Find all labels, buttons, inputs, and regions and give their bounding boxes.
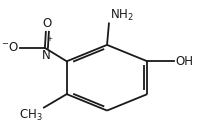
Text: OH: OH — [175, 55, 193, 68]
Text: N: N — [41, 49, 50, 62]
Text: O: O — [43, 17, 52, 31]
Text: NH$_2$: NH$_2$ — [110, 8, 134, 23]
Text: $^{-}$O: $^{-}$O — [1, 41, 19, 54]
Text: $^{+}$: $^{+}$ — [46, 36, 54, 46]
Text: CH$_3$: CH$_3$ — [19, 108, 43, 123]
